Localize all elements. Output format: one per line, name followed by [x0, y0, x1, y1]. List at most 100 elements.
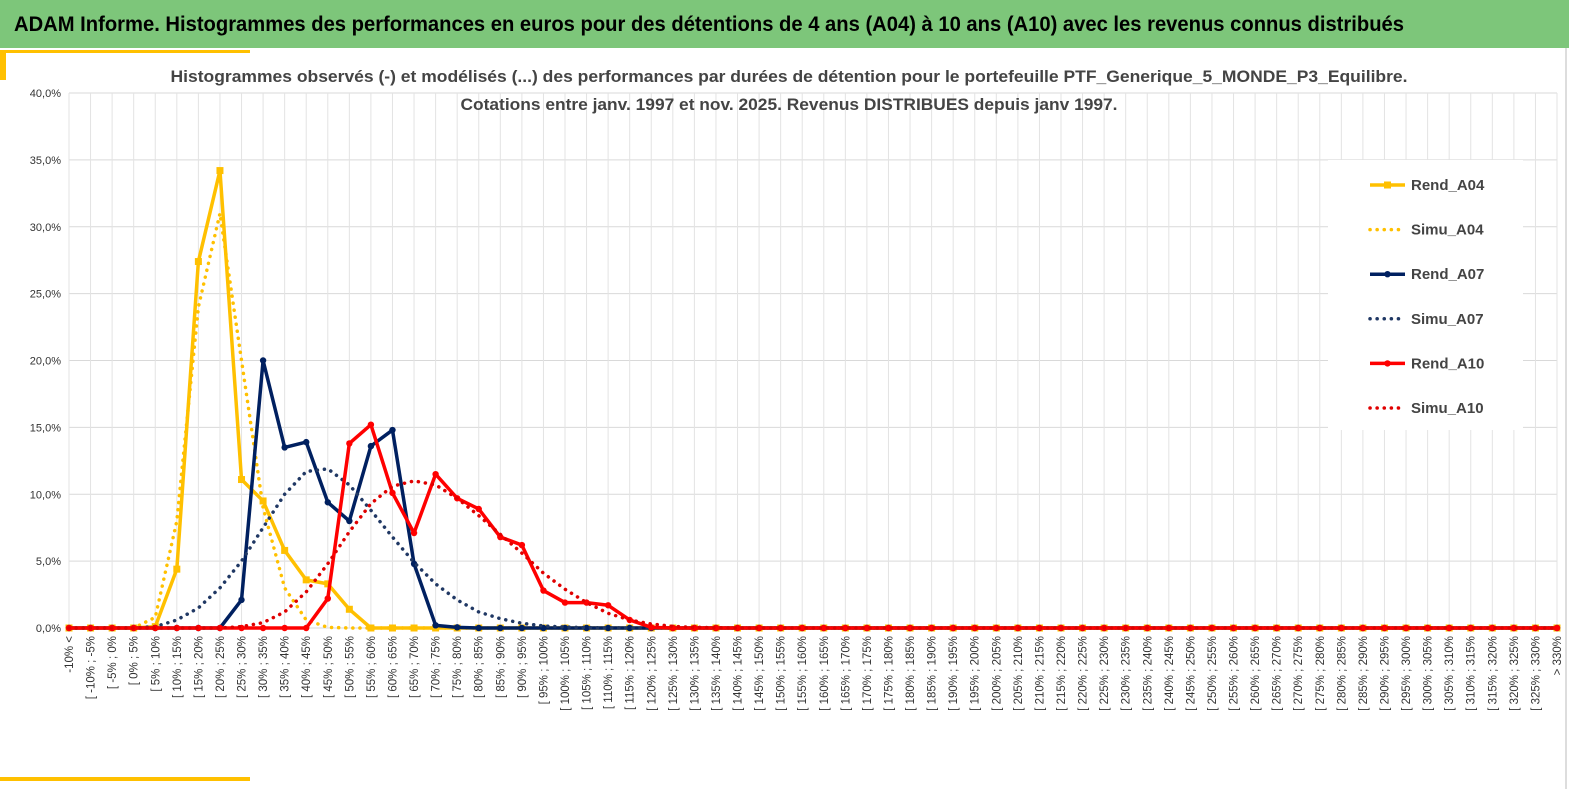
- x-tick-label: [ 205% ; 210%: [1013, 636, 1025, 711]
- marker: [367, 421, 375, 428]
- x-tick-label: [ 265% ; 270%: [1272, 636, 1284, 711]
- x-tick-label: [ 125% ; 130%: [668, 636, 680, 711]
- x-tick-label: [ 55% ; 60%: [366, 636, 378, 698]
- x-tick-label: [ 280% ; 285%: [1336, 636, 1348, 711]
- x-tick-label: [ 150% ; 155%: [776, 636, 788, 711]
- x-tick-label: [ 170% ; 175%: [862, 636, 874, 711]
- x-tick-label: [ 85% ; 90%: [495, 636, 507, 698]
- x-tick-label: -10% <: [64, 636, 76, 673]
- marker: [324, 499, 331, 506]
- legend-label: Simu_A10: [1411, 400, 1484, 417]
- x-tick-label: [ 190% ; 195%: [948, 636, 960, 711]
- y-tick-label: 5,0%: [36, 556, 61, 568]
- marker: [1424, 624, 1431, 632]
- x-tick-label: [ 15% ; 20%: [193, 636, 205, 698]
- chart-title: Histogrammes observés (-) et modélisés (…: [171, 67, 1408, 86]
- marker: [820, 624, 827, 632]
- legend-label: Simu_A04: [1411, 222, 1484, 239]
- legend-box: [1328, 160, 1523, 430]
- marker: [302, 576, 310, 584]
- marker: [345, 605, 353, 613]
- marker: [842, 624, 849, 632]
- legend-label: Rend_A10: [1411, 355, 1484, 372]
- marker: [367, 624, 375, 632]
- chart-subtitle: Cotations entre janv. 1997 et nov. 2025.…: [461, 95, 1118, 114]
- marker: [540, 587, 547, 594]
- marker: [863, 624, 871, 632]
- x-tick-label: [ 130% ; 135%: [689, 636, 701, 711]
- marker: [475, 624, 482, 632]
- x-tick-label: [ 290% ; 295%: [1379, 636, 1391, 711]
- marker: [777, 624, 784, 632]
- marker: [906, 624, 914, 632]
- x-tick-label: [ 300% ; 305%: [1423, 636, 1435, 711]
- marker: [1381, 624, 1388, 632]
- y-tick-label: 0,0%: [36, 623, 61, 635]
- marker: [346, 517, 353, 525]
- x-tick-label: [ 60% ; 65%: [387, 636, 399, 698]
- x-tick-label: [ 305% ; 310%: [1444, 636, 1456, 711]
- x-tick-label: [ 165% ; 170%: [840, 636, 852, 711]
- x-tick-label: [ 140% ; 145%: [733, 636, 745, 711]
- x-tick-label: [ 45% ; 50%: [323, 636, 335, 698]
- x-tick-label: [ 245% ; 250%: [1185, 636, 1197, 711]
- x-tick-label: [ 220% ; 225%: [1078, 636, 1090, 711]
- x-tick-label: [ 70% ; 75%: [431, 636, 443, 698]
- header-title: ADAM Informe. Histogrammes des performan…: [14, 13, 1404, 36]
- marker: [1467, 624, 1474, 632]
- x-tick-label: [ 50% ; 55%: [344, 636, 356, 698]
- plot: [65, 167, 1561, 632]
- series-line: [67, 479, 1559, 630]
- marker: [346, 440, 353, 447]
- x-tick-label: [ 195% ; 200%: [970, 636, 982, 711]
- marker: [432, 470, 439, 478]
- x-tick-label: [ 275% ; 280%: [1315, 636, 1327, 711]
- x-tick-label: [ 110% ; 115%: [603, 636, 615, 709]
- marker: [561, 599, 569, 606]
- y-tick-label: 40,0%: [30, 88, 61, 100]
- y-tick-label: 25,0%: [30, 289, 61, 301]
- x-tick-label: [ 65% ; 70%: [409, 636, 421, 698]
- accent: [0, 50, 250, 53]
- marker: [648, 624, 655, 631]
- marker: [238, 596, 245, 604]
- x-tick-label: [ 295% ; 300%: [1401, 636, 1413, 711]
- legend-marker: [1384, 360, 1391, 367]
- x-tick-label: [ 235% ; 240%: [1142, 636, 1154, 711]
- x-tick-label: [ 120% ; 125%: [646, 636, 658, 711]
- marker: [238, 476, 246, 484]
- x-tick-label: [ 20% ; 25%: [215, 636, 227, 698]
- accent: [0, 777, 250, 781]
- legend-label: Rend_A04: [1411, 177, 1485, 194]
- x-tick-label: [ 35% ; 40%: [280, 636, 292, 698]
- marker: [604, 602, 612, 609]
- x-tick-label: [ 145% ; 150%: [754, 636, 766, 711]
- x-tick-label: [ -10% ; -5%: [86, 636, 98, 699]
- marker: [928, 624, 935, 632]
- x-tick-label: [ 135% ; 140%: [711, 636, 723, 711]
- x-tick-label: [ 155% ; 160%: [797, 636, 809, 711]
- marker: [389, 489, 396, 497]
- x-tick-label: [ 175% ; 180%: [883, 636, 895, 711]
- x-tick-label: [ 115% ; 120%: [625, 636, 637, 710]
- x-tick-label: [ 180% ; 185%: [905, 636, 917, 711]
- x-tick-label: [ 160% ; 165%: [819, 636, 831, 711]
- marker: [497, 624, 504, 632]
- marker: [303, 438, 310, 446]
- marker: [583, 624, 590, 632]
- x-tick-label: [ 5% ; 10%: [150, 636, 162, 692]
- marker: [367, 442, 375, 450]
- marker: [518, 541, 526, 549]
- marker: [281, 546, 289, 554]
- y-tick-label: 30,0%: [30, 222, 61, 234]
- marker: [1445, 624, 1453, 632]
- y-tick-label: 15,0%: [30, 422, 61, 434]
- y-tick-label: 10,0%: [30, 489, 61, 501]
- x-tick-label: [ 200% ; 205%: [991, 636, 1003, 711]
- marker: [410, 624, 418, 632]
- x-tick-label: [ 25% ; 30%: [237, 636, 249, 698]
- marker: [259, 624, 267, 632]
- x-tick-label: [ 40% ; 45%: [301, 636, 313, 698]
- x-tick-label: > 330%: [1552, 636, 1564, 675]
- x-tick-label: [ 185% ; 190%: [927, 636, 939, 711]
